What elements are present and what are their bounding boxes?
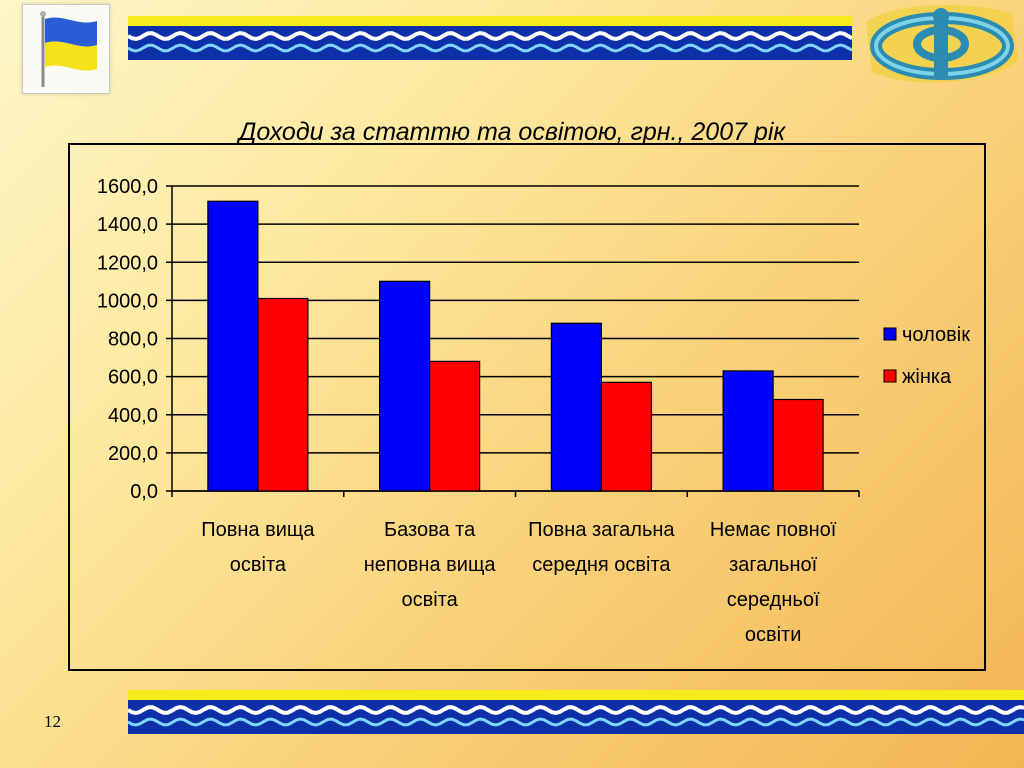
chart-frame [68, 143, 986, 671]
y-tick-label: 600,0 [108, 367, 158, 389]
legend-label: чоловік [902, 324, 970, 346]
bar-female [772, 398, 824, 492]
top-wave-banner [128, 16, 852, 60]
y-tick-label: 1600,0 [97, 176, 158, 198]
x-tick-label: середня освіта [532, 554, 671, 576]
y-tick-label: 200,0 [108, 443, 158, 465]
y-tick-label: 1200,0 [97, 252, 158, 274]
x-tick-label: середньої [727, 589, 820, 611]
x-tick-label: Немає повної [710, 519, 837, 541]
legend-swatch [883, 327, 897, 341]
bar-female [257, 297, 309, 492]
bar-male [379, 280, 431, 492]
legend-swatch [883, 369, 897, 383]
logo-icon [852, 0, 1024, 92]
ukraine-flag-icon [22, 4, 110, 94]
x-tick-label: Базова та [384, 519, 476, 541]
x-tick-label: освіта [402, 589, 459, 611]
x-tick-label: Повна вища [201, 519, 315, 541]
bar-male [722, 370, 774, 492]
x-tick-label: освіти [745, 624, 802, 646]
y-tick-label: 800,0 [108, 329, 158, 351]
y-tick-label: 1000,0 [97, 290, 158, 312]
chart-title: Доходи за статтю та освітою, грн., 2007 … [238, 118, 786, 146]
x-tick-label: освіта [230, 554, 287, 576]
bar-female [429, 360, 481, 492]
x-tick-label: неповна вища [364, 554, 497, 576]
x-tick-label: загальної [729, 554, 818, 576]
y-tick-label: 400,0 [108, 405, 158, 427]
y-tick-label: 1400,0 [97, 214, 158, 236]
wave-decoration-icon [128, 704, 1024, 727]
x-tick-label: Повна загальна [528, 519, 675, 541]
bar-male [207, 200, 259, 492]
bar-male [550, 322, 602, 492]
bottom-wave-banner [128, 690, 1024, 734]
legend-label: жінка [902, 366, 952, 388]
page-number: 12 [44, 712, 61, 731]
wave-decoration-icon [128, 30, 852, 53]
bar-female [600, 381, 652, 492]
y-tick-label: 0,0 [130, 481, 158, 503]
